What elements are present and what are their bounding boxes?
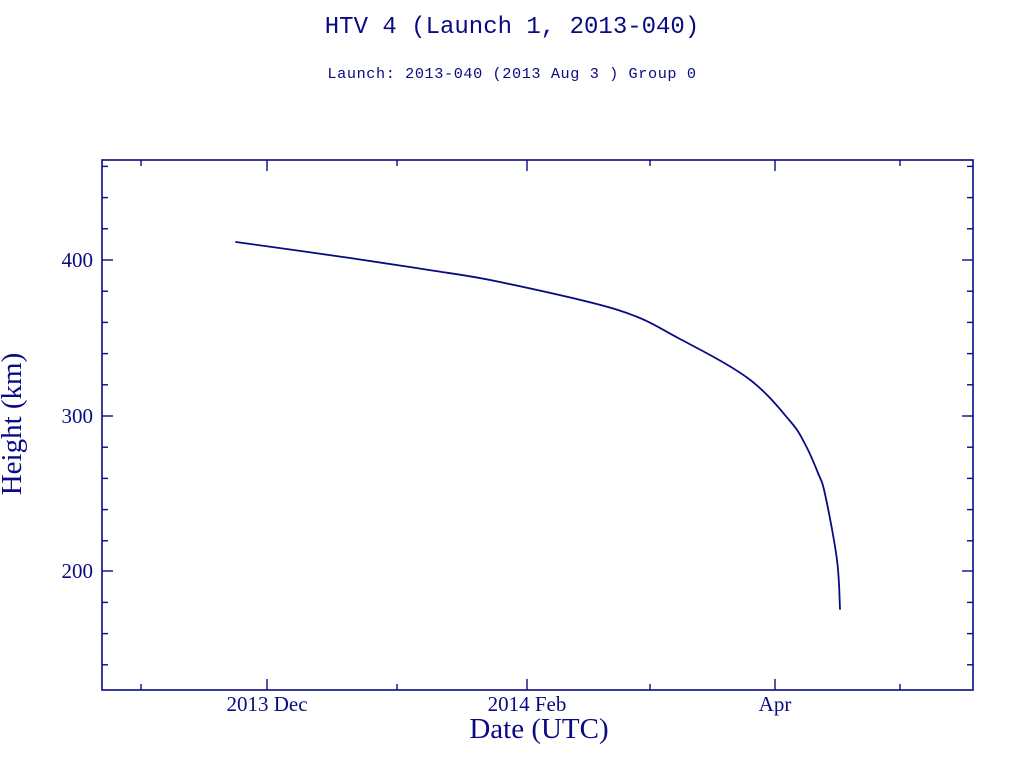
svg-text:400: 400 — [62, 248, 94, 272]
svg-text:Height (km): Height (km) — [0, 353, 28, 496]
svg-text:Date (UTC): Date (UTC) — [469, 713, 608, 745]
svg-text:Apr: Apr — [759, 692, 792, 716]
svg-text:300: 300 — [62, 404, 94, 428]
svg-text:200: 200 — [62, 559, 94, 583]
svg-text:2013 Dec: 2013 Dec — [226, 692, 307, 716]
